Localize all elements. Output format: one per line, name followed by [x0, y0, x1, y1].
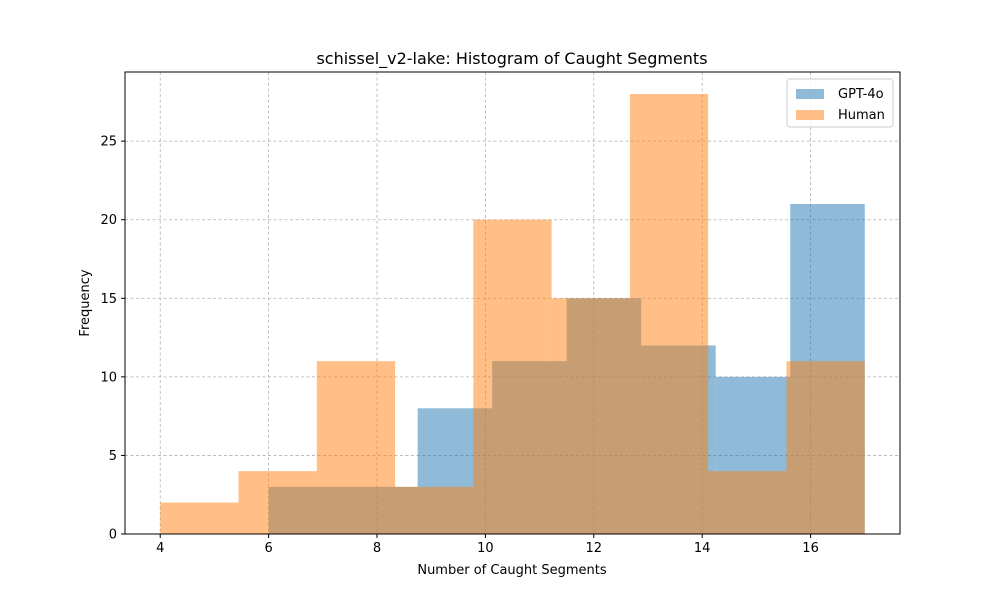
y-tick-label: 0: [109, 528, 117, 543]
x-axis-label: Number of Caught Segments: [417, 563, 607, 578]
histogram-bar: [160, 502, 239, 534]
legend-swatch: [796, 89, 824, 99]
histogram-bar: [551, 298, 630, 534]
x-tick-label: 14: [694, 541, 711, 556]
legend-swatch: [796, 110, 824, 120]
histogram-bar: [238, 471, 317, 534]
plot-frame: [124, 71, 901, 535]
y-axis-label: Frequency: [78, 269, 93, 336]
legend: GPT-4o Human: [786, 78, 894, 128]
x-tick-label: 16: [802, 541, 819, 556]
x-axis-ticks: 4 6 8 10 12 14 16: [156, 534, 819, 556]
bars: [160, 94, 865, 534]
histogram-bar: [629, 94, 709, 534]
y-tick-label: 5: [109, 449, 117, 464]
legend-label: GPT-4o: [838, 87, 884, 102]
y-tick-label: 20: [100, 213, 117, 228]
series-human: [160, 94, 865, 534]
histogram-bar: [473, 219, 552, 534]
x-tick-label: 4: [156, 541, 164, 556]
histogram-bar: [786, 361, 865, 534]
y-tick-label: 25: [100, 135, 117, 150]
chart-title: schissel_v2-lake: Histogram of Caught Se…: [316, 49, 707, 69]
histogram-bar: [708, 471, 787, 534]
x-tick-label: 6: [264, 541, 272, 556]
legend-label: Human: [838, 108, 885, 123]
histogram-bar: [316, 361, 396, 534]
y-axis-ticks: 0 5 10 15 20 25: [100, 135, 125, 543]
x-tick-label: 8: [373, 541, 381, 556]
y-tick-label: 10: [100, 370, 117, 385]
y-tick-label: 15: [100, 292, 117, 307]
x-tick-label: 10: [477, 541, 494, 556]
x-tick-label: 12: [586, 541, 603, 556]
histogram-bar: [395, 486, 474, 534]
